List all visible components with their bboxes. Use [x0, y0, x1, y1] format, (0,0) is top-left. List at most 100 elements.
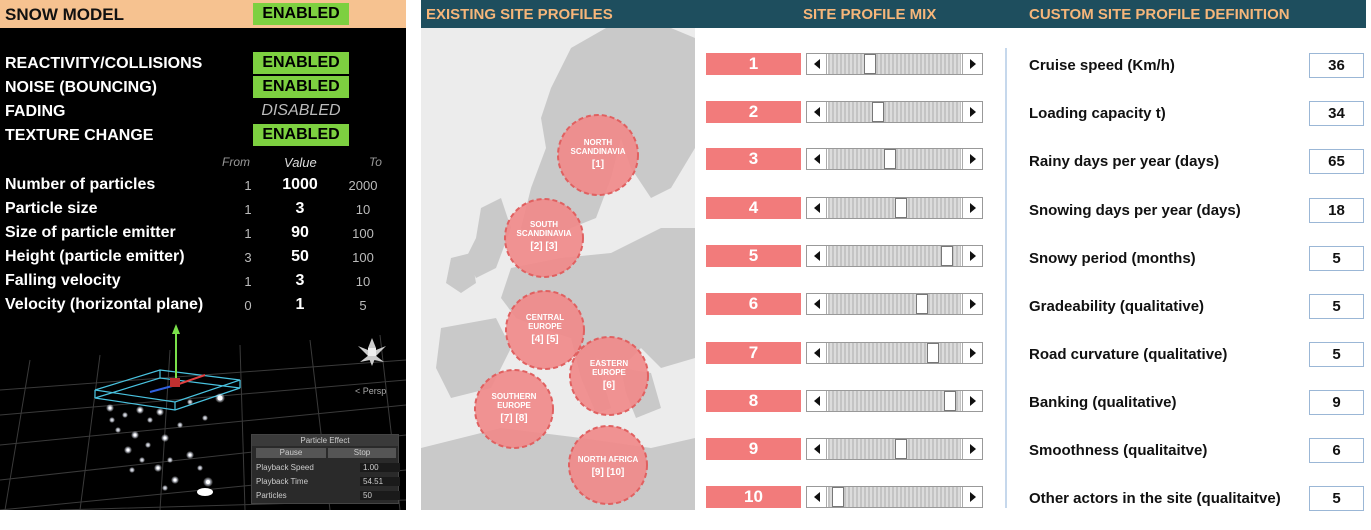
custom-param-input[interactable]: 5	[1309, 342, 1364, 367]
region-bubble[interactable]	[505, 290, 585, 370]
region-name: CENTRAL EUROPE	[525, 313, 565, 332]
slider-thumb[interactable]	[895, 198, 907, 218]
slider-track[interactable]	[828, 149, 961, 169]
slider-thumb[interactable]	[832, 487, 844, 507]
scroll-left-button[interactable]	[807, 343, 827, 363]
custom-param-input[interactable]: 5	[1309, 246, 1364, 271]
arrow-right-icon	[970, 251, 976, 261]
profile-mix-slider-2[interactable]	[806, 101, 983, 123]
param-row: Size of particle emitter 1 90 100	[0, 224, 406, 246]
scroll-left-button[interactable]	[807, 294, 827, 314]
param-from: 1	[244, 274, 252, 289]
profile-mix-slider-10[interactable]	[806, 486, 983, 508]
custom-param-input[interactable]: 9	[1309, 390, 1364, 415]
scroll-left-button[interactable]	[807, 198, 827, 218]
slider-track[interactable]	[828, 391, 961, 411]
custom-param-input[interactable]: 34	[1309, 101, 1364, 126]
custom-param-input[interactable]: 36	[1309, 53, 1364, 78]
slider-track[interactable]	[828, 198, 961, 218]
y-axis-arrow-icon	[172, 324, 180, 334]
custom-param-label: Snowy period (months)	[1029, 250, 1196, 267]
param-value[interactable]: 1000	[282, 176, 318, 193]
slider-thumb[interactable]	[895, 439, 907, 459]
scroll-left-button[interactable]	[807, 391, 827, 411]
region-bubble[interactable]	[557, 114, 639, 196]
scroll-right-button[interactable]	[962, 198, 982, 218]
scroll-right-button[interactable]	[962, 246, 982, 266]
region-bubble[interactable]	[504, 198, 584, 278]
scroll-right-button[interactable]	[962, 439, 982, 459]
scroll-right-button[interactable]	[962, 391, 982, 411]
playback-speed-value[interactable]: 1.00	[360, 463, 400, 472]
param-value[interactable]: 90	[291, 224, 309, 241]
scroll-right-button[interactable]	[962, 54, 982, 74]
profile-mix-slider-3[interactable]	[806, 148, 983, 170]
scroll-left-button[interactable]	[807, 102, 827, 122]
pause-button[interactable]: Pause	[256, 448, 326, 458]
slider-track[interactable]	[828, 102, 961, 122]
option-fading-toggle[interactable]: DISABLED	[261, 102, 341, 119]
region-bubble[interactable]	[568, 425, 648, 505]
scroll-right-button[interactable]	[962, 294, 982, 314]
scroll-right-button[interactable]	[962, 343, 982, 363]
scroll-right-button[interactable]	[962, 102, 982, 122]
slider-thumb[interactable]	[864, 54, 876, 74]
slider-thumb[interactable]	[872, 102, 884, 122]
region-name: EASTERN EUROPE	[589, 359, 629, 378]
slider-track[interactable]	[828, 246, 961, 266]
particles-value[interactable]: 50	[360, 491, 400, 500]
profile-mix-slider-5[interactable]	[806, 245, 983, 267]
profile-mix-slider-4[interactable]	[806, 197, 983, 219]
profile-mix-slider-9[interactable]	[806, 438, 983, 460]
region-ids: [6]	[602, 380, 616, 392]
param-value[interactable]: 3	[295, 272, 305, 289]
slider-track[interactable]	[828, 439, 961, 459]
param-row: Velocity (horizontal plane) 0 1 5	[0, 296, 406, 318]
slider-thumb[interactable]	[941, 246, 953, 266]
param-value[interactable]: 3	[295, 200, 305, 217]
scroll-left-button[interactable]	[807, 246, 827, 266]
slider-track[interactable]	[828, 487, 961, 507]
slider-thumb[interactable]	[916, 294, 928, 314]
slider-track[interactable]	[828, 54, 961, 74]
custom-param-label: Other actors in the site (qualitaitve)	[1029, 490, 1281, 507]
slider-thumb[interactable]	[884, 149, 896, 169]
option-texture-toggle[interactable]: ENABLED	[253, 124, 349, 146]
scroll-left-button[interactable]	[807, 487, 827, 507]
option-noise-toggle[interactable]: ENABLED	[253, 76, 349, 98]
custom-param-input[interactable]: 5	[1309, 486, 1364, 511]
region-bubble[interactable]	[569, 336, 649, 416]
custom-param-input[interactable]: 18	[1309, 198, 1364, 223]
param-value[interactable]: 1	[295, 296, 305, 313]
region-bubble[interactable]	[474, 369, 554, 449]
arrow-left-icon	[814, 59, 820, 69]
custom-param-input[interactable]: 5	[1309, 294, 1364, 319]
slider-track[interactable]	[828, 343, 961, 363]
param-row: Particle size 1 3 10	[0, 200, 406, 222]
perspective-label[interactable]: < Persp	[355, 386, 387, 396]
playback-time-value[interactable]: 54.51	[360, 477, 400, 486]
option-reactivity-toggle[interactable]: ENABLED	[253, 52, 349, 74]
slider-thumb[interactable]	[927, 343, 939, 363]
param-value[interactable]: 50	[291, 248, 309, 265]
profile-mix-slider-6[interactable]	[806, 293, 983, 315]
custom-param-input[interactable]: 6	[1309, 438, 1364, 463]
custom-param-input[interactable]: 65	[1309, 149, 1364, 174]
slider-track[interactable]	[828, 294, 961, 314]
profile-mix-slider-8[interactable]	[806, 390, 983, 412]
stop-button[interactable]: Stop	[328, 448, 396, 458]
profile-mix-slider-1[interactable]	[806, 53, 983, 75]
arrow-left-icon	[814, 492, 820, 502]
profile-mix-slider-7[interactable]	[806, 342, 983, 364]
playback-time-row: Playback Time 54.51	[256, 477, 400, 488]
particle-viewport[interactable]	[0, 320, 406, 510]
scroll-left-button[interactable]	[807, 54, 827, 74]
slider-thumb[interactable]	[944, 391, 956, 411]
scroll-left-button[interactable]	[807, 149, 827, 169]
scroll-left-button[interactable]	[807, 439, 827, 459]
scroll-right-button[interactable]	[962, 487, 982, 507]
param-name: Falling velocity	[5, 272, 121, 289]
snow-model-toggle[interactable]: ENABLED	[253, 3, 349, 25]
profile-number-10: 10	[706, 486, 801, 508]
scroll-right-button[interactable]	[962, 149, 982, 169]
